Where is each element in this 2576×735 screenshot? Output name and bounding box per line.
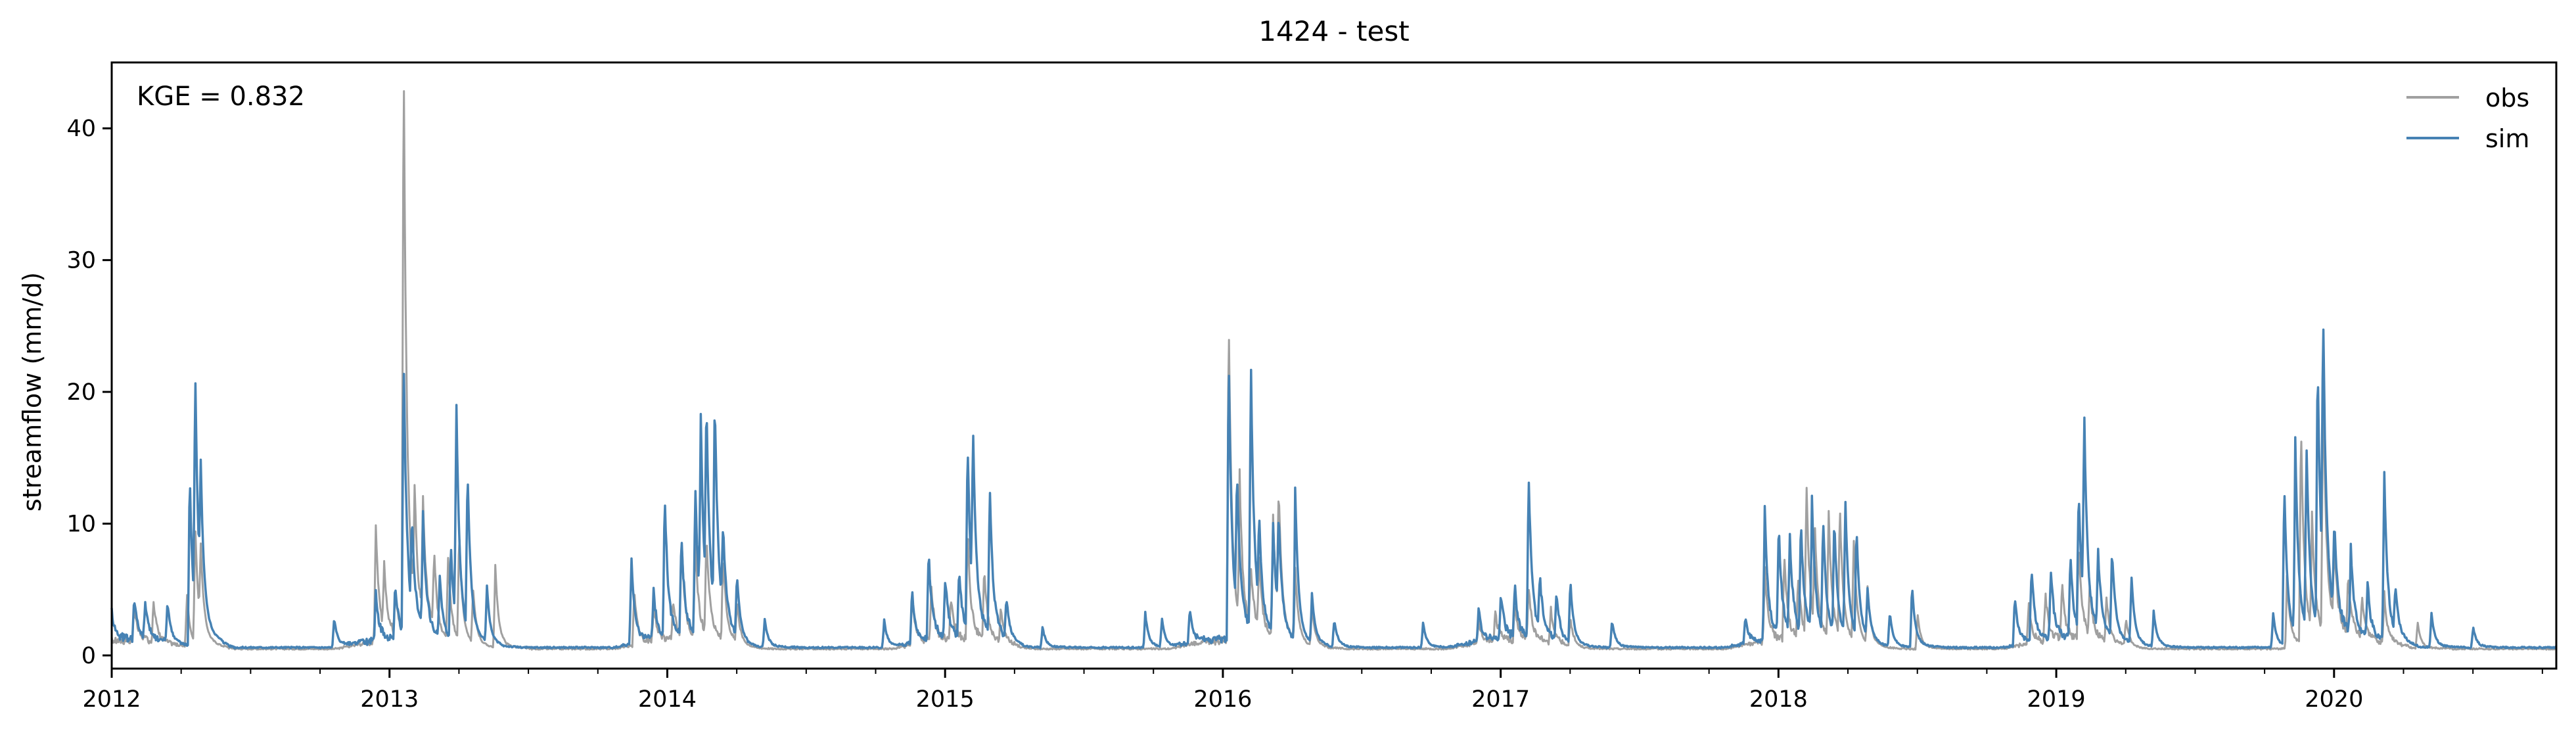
plot-frame: [110, 61, 2558, 670]
series-layer: [110, 90, 2558, 651]
kge-annotation: KGE = 0.832: [137, 82, 305, 112]
x-tick-label: 2012: [82, 686, 141, 713]
legend-label-obs: obs: [2485, 83, 2529, 112]
y-tick-label: 20: [66, 379, 96, 406]
chart-title: 1424 - test: [1258, 15, 1409, 47]
x-tick-label: 2013: [360, 686, 419, 713]
y-tick-label: 0: [81, 643, 96, 669]
legend-label-sim: sim: [2485, 124, 2529, 153]
x-tick-label: 2014: [638, 686, 697, 713]
x-tick-label: 2017: [1471, 686, 1530, 713]
x-tick-label: 2015: [916, 686, 975, 713]
series-line-obs: [110, 90, 2557, 651]
y-tick-label: 30: [66, 248, 96, 274]
y-tick-label: 40: [66, 116, 96, 142]
x-tick-label: 2018: [1749, 686, 1808, 713]
x-tick-label: 2019: [2027, 686, 2086, 713]
y-axis: 0 10 20 30 40: [66, 116, 112, 669]
x-axis: 2012 2013 2014 2015 2016 2017 2018 2019 2020: [82, 669, 2543, 713]
x-tick-label: 2016: [1193, 686, 1252, 713]
series-line-sim: [110, 328, 2558, 650]
y-tick-label: 10: [66, 511, 96, 538]
y-axis-label: streamflow (mm/d): [18, 272, 47, 511]
x-tick-label: 2020: [2305, 686, 2363, 713]
legend: obs sim: [2406, 83, 2529, 153]
plot-area: [110, 61, 2558, 670]
